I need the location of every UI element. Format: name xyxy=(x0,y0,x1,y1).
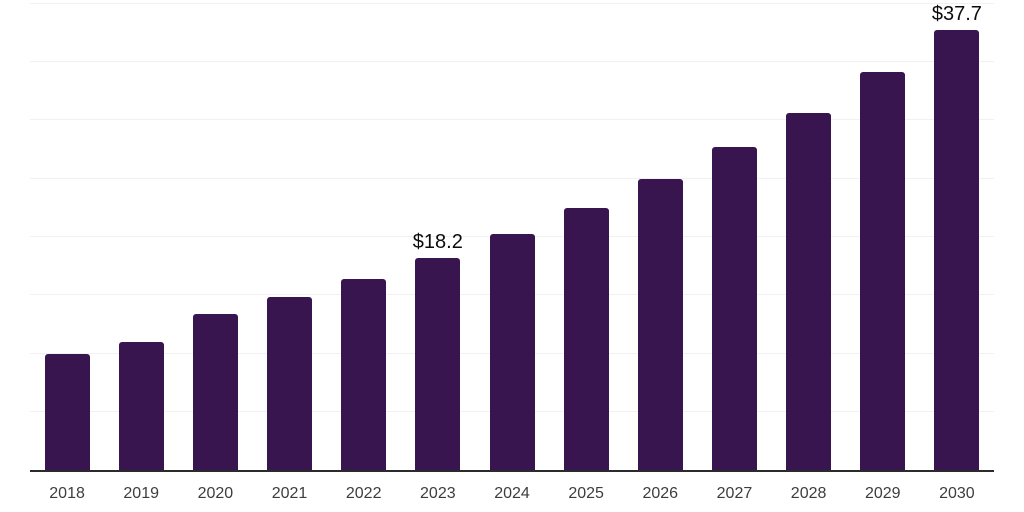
x-tick-label-2028: 2028 xyxy=(790,485,827,502)
x-tick-label-2025: 2025 xyxy=(568,485,604,502)
gridline-y-40 xyxy=(30,2,994,4)
plot-area: $18.2 $37.7 xyxy=(30,0,994,470)
data-label-2030: $37.7 xyxy=(931,2,982,25)
bar-2024 xyxy=(489,234,535,470)
gridline-y-30 xyxy=(30,119,994,121)
bar-2022 xyxy=(341,278,387,470)
bar-2025 xyxy=(563,208,609,470)
x-tick-label-2024: 2024 xyxy=(494,485,530,502)
bar-2019 xyxy=(118,341,164,470)
data-label-2023: $18.2 xyxy=(412,230,463,253)
x-tick-label-2029: 2029 xyxy=(864,485,901,502)
bar-2028 xyxy=(786,112,832,470)
x-tick-label-2021: 2021 xyxy=(271,485,308,502)
bar-2020 xyxy=(192,313,238,470)
x-tick-label-2019: 2019 xyxy=(123,485,159,502)
x-axis-line xyxy=(30,470,994,472)
bar-2026 xyxy=(637,179,683,470)
x-tick-label-2023: 2023 xyxy=(420,485,456,502)
x-tick-label-2026: 2026 xyxy=(642,485,679,502)
gridline-y-35 xyxy=(30,60,994,62)
x-tick-label-2022: 2022 xyxy=(345,485,382,502)
x-tick-label-2020: 2020 xyxy=(197,485,234,502)
bar-2023 xyxy=(415,257,461,470)
x-axis-labels: 2018 2019 2020 2021 2022 2023 2024 2025 2026 2027… xyxy=(30,483,994,505)
bar-2018 xyxy=(44,354,90,470)
bar-2030 xyxy=(934,29,980,470)
gridline-y-25 xyxy=(30,177,994,179)
bar-2027 xyxy=(711,146,757,470)
x-tick-label-2030: 2030 xyxy=(939,485,975,502)
x-tick-label-2018: 2018 xyxy=(49,485,85,502)
bar-2021 xyxy=(267,297,313,470)
x-tick-label-2027: 2027 xyxy=(716,485,753,502)
bar-2029 xyxy=(860,71,906,470)
